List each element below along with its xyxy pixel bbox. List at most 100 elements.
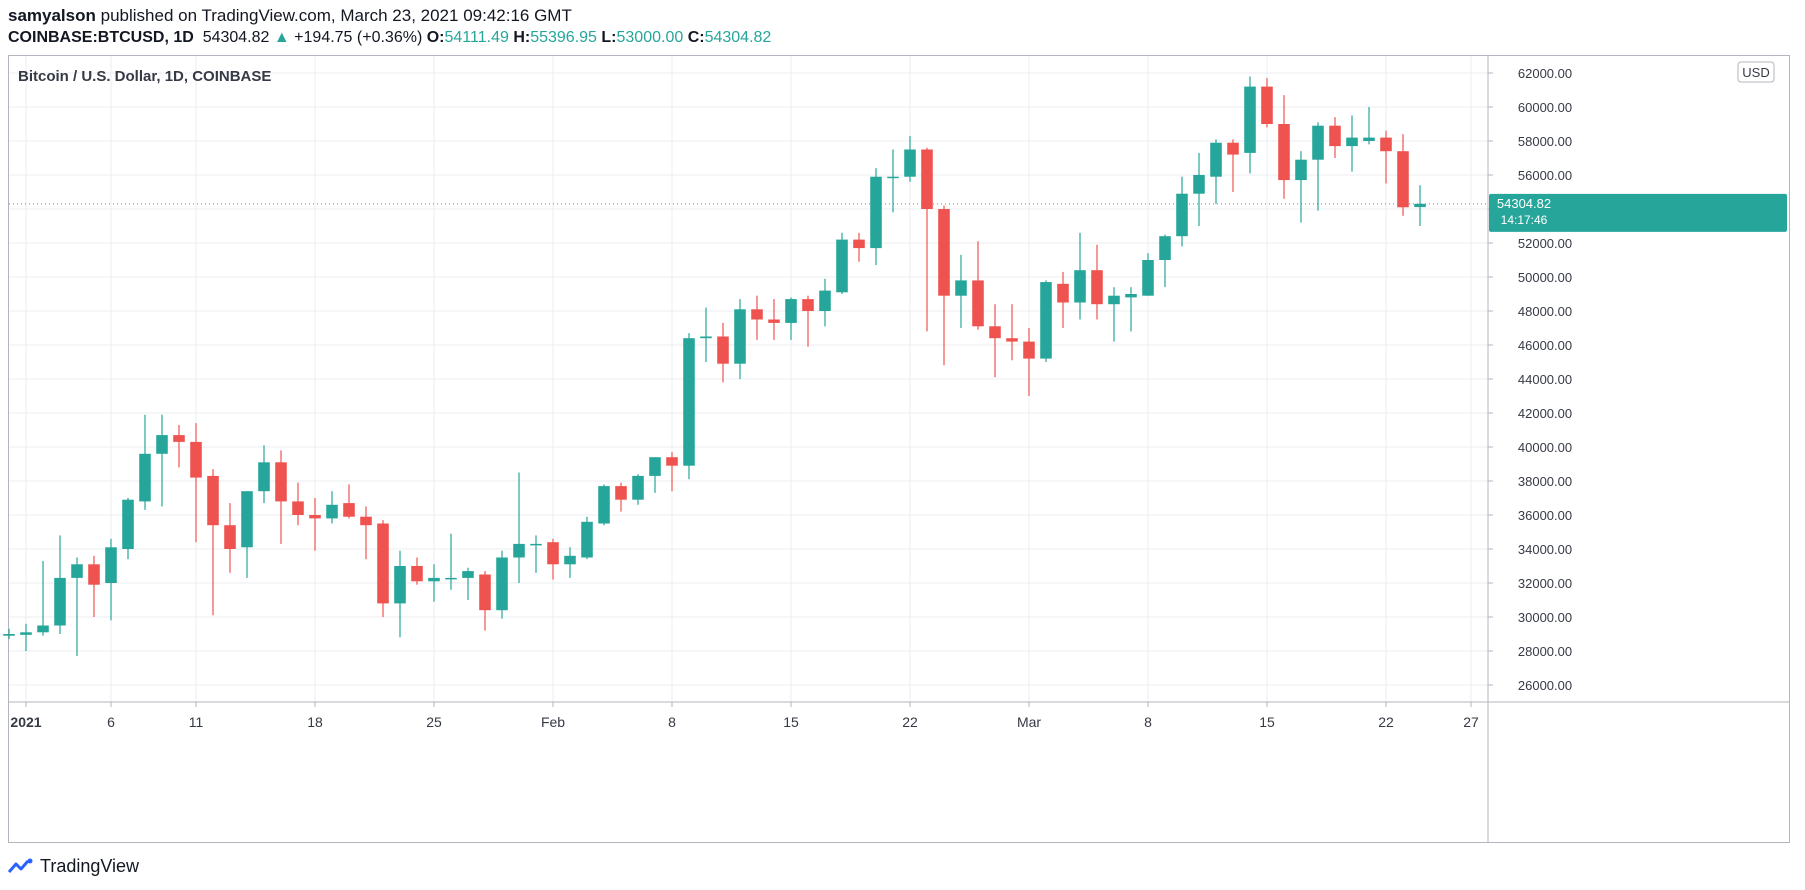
candle-body [1091,270,1103,305]
candle-body [343,503,355,517]
candle-up [1363,107,1375,145]
high-value: 55396.95 [530,29,597,46]
candle-up [1312,122,1324,211]
candle-up [1244,76,1256,174]
candle-up [139,414,151,510]
candle-down [666,452,678,492]
candle-up [870,168,882,266]
candle-down [1057,271,1069,328]
y-tick-label: 36000.00 [1518,508,1572,523]
candle-body [632,475,644,500]
candle-down [1227,139,1239,192]
y-tick-label: 42000.00 [1518,406,1572,421]
candle-down [802,295,814,347]
candle-body [462,571,474,578]
x-tick-label: 2021 [10,714,41,730]
candle-up [1125,287,1137,332]
candle-down [343,484,355,519]
candle-up [598,484,610,526]
candle-body [1244,86,1256,153]
y-tick-label: 32000.00 [1518,576,1572,591]
candle-up [1414,185,1426,226]
candle-body [819,290,831,311]
candle-body [224,525,236,549]
candle-up [1108,287,1120,342]
candle-up [3,628,15,640]
candle-body [1380,137,1392,152]
last-price: 54304.82 [202,29,270,46]
y-tick-label: 30000.00 [1518,610,1572,625]
high-label: H: [513,29,531,46]
bar-countdown: 14:17:46 [1501,213,1548,227]
x-tick-label: Mar [1017,714,1041,730]
candle-body [700,336,712,339]
y-tick-label: 34000.00 [1518,542,1572,557]
candle-down [1006,304,1018,361]
author-name[interactable]: samyalson [8,6,96,25]
x-tick-label: 18 [307,714,323,730]
candle-down [717,322,729,383]
y-tick-label: 44000.00 [1518,372,1572,387]
candle-up [1176,176,1188,247]
publish-info: samyalson published on TradingView.com, … [8,6,572,26]
candle-up [955,254,967,328]
candle-down [1091,244,1103,320]
candle-down [1261,78,1273,128]
tradingview-branding[interactable]: TradingView [8,856,139,877]
candle-down [615,482,627,512]
candle-up [54,535,66,634]
candle-down [751,295,763,340]
candle-up [1040,280,1052,362]
candle-body [88,564,100,585]
candle-body [547,542,559,565]
candle-body [3,634,15,636]
y-tick-label: 50000.00 [1518,270,1572,285]
candle-up [649,457,661,493]
low-value: 53000.00 [616,29,684,46]
candle-up [1159,234,1171,288]
candle-body [394,566,406,604]
candle-body [190,441,202,478]
candle-body [615,486,627,500]
candle-body [921,149,933,209]
candle-up [37,560,49,636]
candle-down [173,424,185,468]
chart-container[interactable] [8,55,1790,843]
candle-body [836,239,848,293]
close-value: 54304.82 [704,29,772,46]
candle-body [904,149,916,177]
candle-body [751,309,763,320]
candle-body [955,280,967,296]
candle-body [275,462,287,502]
candle-down [224,503,236,573]
candle-up [71,557,83,657]
candle-up [513,472,525,583]
symbol-label: COINBASE:BTCUSD, 1D [8,29,194,46]
candle-down [360,506,372,560]
open-value: 54111.49 [444,29,509,46]
candle-body [207,475,219,526]
price-change: +194.75 (+0.36%) [294,29,423,46]
candle-up [156,414,168,507]
candle-body [411,566,423,582]
candle-down [88,555,100,617]
currency-badge: USD [1737,61,1775,83]
candle-down [989,304,1001,378]
candle-body [666,457,678,466]
candle-body [1057,283,1069,303]
x-tick-label: 22 [1378,714,1394,730]
currency-label: USD [1742,65,1769,80]
candle-down [853,232,865,262]
up-arrow-icon: ▲ [273,29,290,46]
x-tick-label: 27 [1463,714,1479,730]
candle-body [1346,137,1358,147]
candle-body [870,176,882,249]
candle-body [853,239,865,249]
x-tick-label: 15 [783,714,799,730]
candle-body [428,577,440,582]
candle-up [734,299,746,379]
candle-body [105,547,117,583]
chart-title: Bitcoin / U.S. Dollar, 1D, COINBASE [18,68,271,85]
x-tick-label: 8 [1144,714,1152,730]
